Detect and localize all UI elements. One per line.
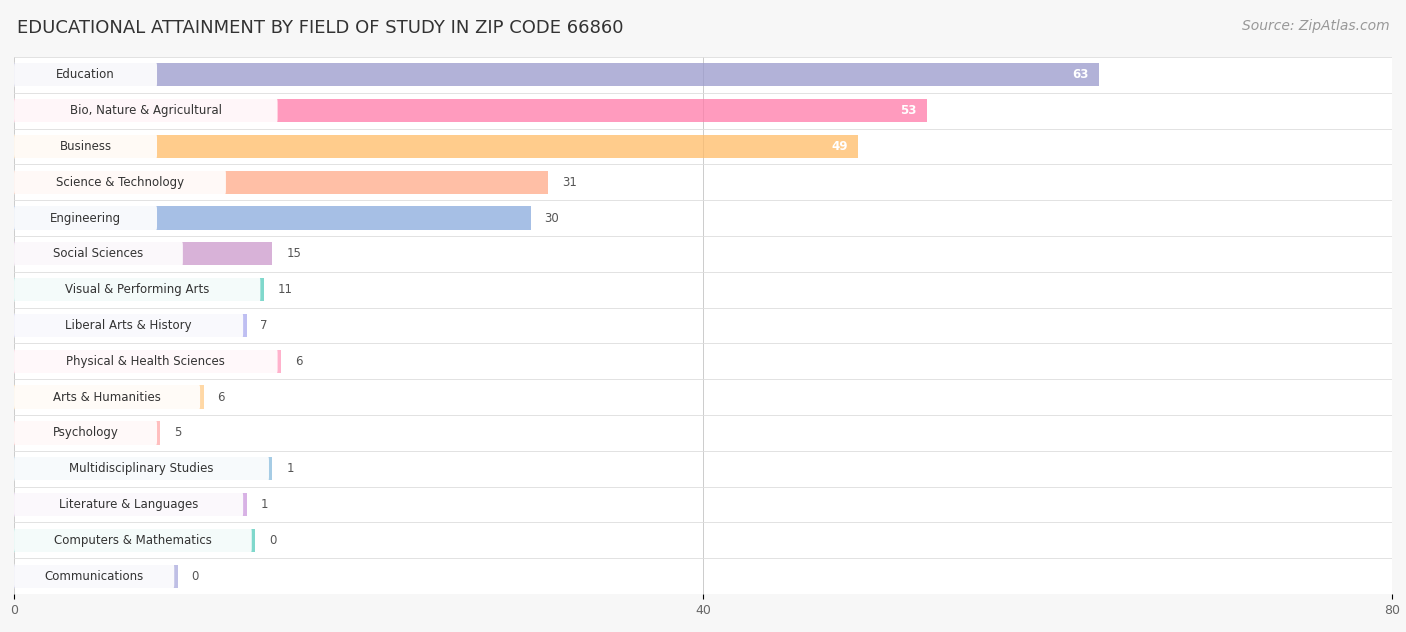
Bar — [14, 171, 548, 194]
Bar — [14, 63, 1099, 87]
FancyBboxPatch shape — [14, 348, 277, 375]
Bar — [14, 200, 1392, 236]
Text: Liberal Arts & History: Liberal Arts & History — [65, 319, 191, 332]
FancyBboxPatch shape — [14, 276, 260, 303]
Text: Arts & Humanities: Arts & Humanities — [53, 391, 162, 404]
Bar — [14, 564, 177, 588]
FancyBboxPatch shape — [14, 526, 252, 554]
FancyBboxPatch shape — [14, 97, 277, 125]
Text: Multidisciplinary Studies: Multidisciplinary Studies — [69, 462, 214, 475]
FancyBboxPatch shape — [14, 384, 200, 411]
Bar — [14, 457, 273, 480]
Text: 6: 6 — [218, 391, 225, 404]
FancyBboxPatch shape — [14, 61, 157, 88]
Text: 15: 15 — [287, 247, 301, 260]
Bar — [14, 379, 1392, 415]
Bar — [14, 236, 1392, 272]
Text: Psychology: Psychology — [52, 427, 118, 439]
Bar — [14, 386, 204, 409]
Bar — [14, 308, 1392, 343]
Bar — [14, 314, 246, 337]
FancyBboxPatch shape — [14, 562, 174, 590]
Text: Education: Education — [56, 68, 115, 82]
Text: 31: 31 — [562, 176, 576, 189]
Bar — [14, 242, 273, 265]
Text: Science & Technology: Science & Technology — [56, 176, 184, 189]
Text: Social Sciences: Social Sciences — [53, 247, 143, 260]
Text: 0: 0 — [191, 569, 198, 583]
Bar — [14, 57, 1392, 93]
Text: 63: 63 — [1073, 68, 1088, 82]
Text: Business: Business — [59, 140, 111, 153]
FancyBboxPatch shape — [14, 240, 183, 267]
Bar — [14, 558, 1392, 594]
Bar — [14, 93, 1392, 128]
Bar — [14, 272, 1392, 308]
Bar — [14, 164, 1392, 200]
Text: EDUCATIONAL ATTAINMENT BY FIELD OF STUDY IN ZIP CODE 66860: EDUCATIONAL ATTAINMENT BY FIELD OF STUDY… — [17, 19, 623, 37]
Bar — [14, 99, 927, 122]
Text: Source: ZipAtlas.com: Source: ZipAtlas.com — [1241, 19, 1389, 33]
Text: Physical & Health Sciences: Physical & Health Sciences — [66, 355, 225, 368]
Bar — [14, 487, 1392, 523]
FancyBboxPatch shape — [14, 491, 243, 518]
Text: 5: 5 — [174, 427, 181, 439]
FancyBboxPatch shape — [14, 204, 157, 232]
FancyBboxPatch shape — [14, 419, 157, 447]
Bar — [14, 135, 858, 158]
Text: 30: 30 — [544, 212, 560, 224]
Text: Literature & Languages: Literature & Languages — [59, 498, 198, 511]
Bar — [14, 523, 1392, 558]
Text: Visual & Performing Arts: Visual & Performing Arts — [65, 283, 209, 296]
Bar — [14, 349, 281, 373]
Bar — [14, 343, 1392, 379]
FancyBboxPatch shape — [14, 312, 243, 339]
FancyBboxPatch shape — [14, 169, 226, 196]
Text: 53: 53 — [900, 104, 917, 117]
Text: Communications: Communications — [45, 569, 143, 583]
Text: Bio, Nature & Agricultural: Bio, Nature & Agricultural — [70, 104, 222, 117]
Text: 6: 6 — [295, 355, 302, 368]
Text: 49: 49 — [831, 140, 848, 153]
FancyBboxPatch shape — [14, 455, 269, 482]
Bar — [14, 207, 531, 229]
Text: 0: 0 — [269, 534, 277, 547]
Text: 7: 7 — [260, 319, 269, 332]
Text: Engineering: Engineering — [51, 212, 121, 224]
Text: 1: 1 — [260, 498, 269, 511]
Bar — [14, 415, 1392, 451]
Text: Computers & Mathematics: Computers & Mathematics — [53, 534, 212, 547]
Text: 11: 11 — [277, 283, 292, 296]
Bar — [14, 278, 264, 301]
Text: 1: 1 — [287, 462, 294, 475]
Bar — [14, 529, 256, 552]
FancyBboxPatch shape — [14, 133, 157, 160]
Bar — [14, 128, 1392, 164]
Bar — [14, 422, 160, 444]
Bar — [14, 451, 1392, 487]
Bar — [14, 493, 246, 516]
